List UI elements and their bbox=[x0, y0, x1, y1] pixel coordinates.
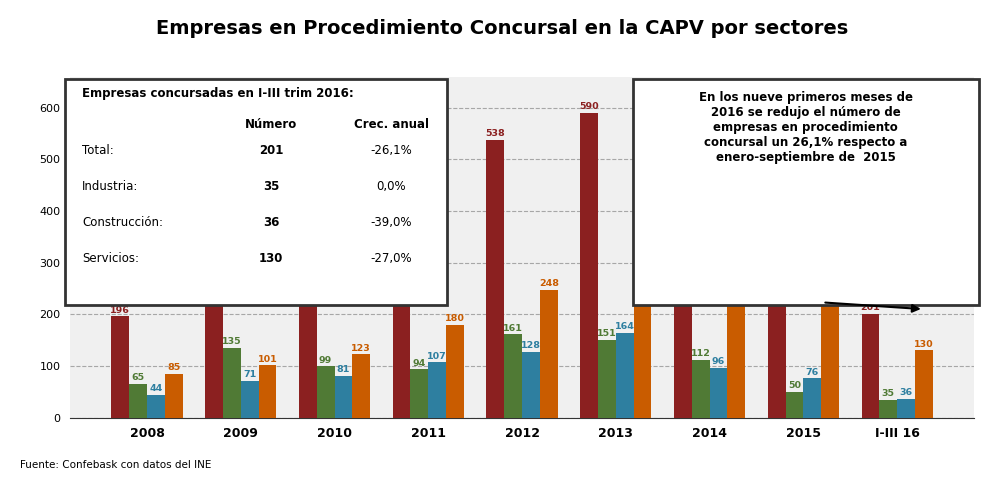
Bar bbox=[540, 289, 557, 418]
Bar bbox=[633, 276, 651, 418]
Text: Total:: Total: bbox=[82, 144, 114, 157]
Text: 309: 309 bbox=[204, 248, 224, 256]
Bar bbox=[504, 335, 522, 418]
Text: Servicios:: Servicios: bbox=[82, 252, 139, 265]
Text: 130: 130 bbox=[259, 252, 283, 265]
Text: 130: 130 bbox=[913, 340, 933, 349]
Text: 135: 135 bbox=[222, 337, 242, 347]
Text: 201: 201 bbox=[860, 303, 880, 312]
Text: 112: 112 bbox=[690, 349, 710, 358]
Bar bbox=[486, 140, 504, 418]
Text: 538: 538 bbox=[485, 129, 505, 138]
Text: 101: 101 bbox=[258, 355, 277, 364]
Bar bbox=[259, 365, 276, 418]
Text: Empresas concursadas en I-III trim 2016:: Empresas concursadas en I-III trim 2016: bbox=[82, 87, 354, 100]
Bar bbox=[914, 350, 932, 418]
Text: 463: 463 bbox=[672, 168, 692, 177]
Text: Crec. anual: Crec. anual bbox=[354, 118, 428, 131]
Text: 196: 196 bbox=[110, 306, 130, 315]
Text: 305: 305 bbox=[298, 250, 317, 259]
Text: 107: 107 bbox=[427, 352, 446, 361]
Text: Empresas en Procedimiento Concursal en la CAPV por sectores: Empresas en Procedimiento Concursal en l… bbox=[155, 19, 848, 38]
Bar bbox=[727, 287, 744, 418]
Text: 275: 275 bbox=[632, 265, 652, 274]
Bar bbox=[316, 367, 334, 418]
Text: 35: 35 bbox=[881, 389, 894, 398]
Text: Industria:: Industria: bbox=[82, 180, 138, 193]
Text: 151: 151 bbox=[597, 329, 616, 338]
Text: 71: 71 bbox=[243, 371, 256, 379]
Bar bbox=[691, 360, 709, 418]
Text: 218: 218 bbox=[819, 295, 840, 303]
Bar bbox=[111, 316, 129, 418]
Text: -26,1%: -26,1% bbox=[370, 144, 412, 157]
Bar bbox=[299, 260, 316, 418]
Bar bbox=[897, 399, 914, 418]
Bar bbox=[598, 340, 615, 418]
Bar bbox=[580, 113, 598, 418]
Bar bbox=[146, 395, 164, 418]
Text: 94: 94 bbox=[412, 359, 425, 368]
Bar bbox=[861, 314, 879, 418]
Text: 180: 180 bbox=[444, 314, 464, 323]
Text: 128: 128 bbox=[521, 341, 541, 350]
Bar bbox=[205, 258, 223, 418]
Bar bbox=[673, 179, 691, 418]
Text: 253: 253 bbox=[726, 276, 745, 286]
Bar bbox=[129, 384, 146, 418]
Bar bbox=[428, 362, 445, 418]
Text: Construcción:: Construcción: bbox=[82, 216, 163, 229]
Text: 36: 36 bbox=[263, 216, 279, 229]
Text: Fuente: Confebask con datos del INE: Fuente: Confebask con datos del INE bbox=[20, 460, 212, 470]
Bar bbox=[615, 333, 633, 418]
Text: 99: 99 bbox=[319, 356, 332, 365]
Bar bbox=[767, 240, 784, 418]
Text: 96: 96 bbox=[711, 358, 724, 367]
Bar bbox=[784, 392, 802, 418]
Text: -39,0%: -39,0% bbox=[370, 216, 412, 229]
Text: 76: 76 bbox=[804, 368, 818, 377]
Text: 0,0%: 0,0% bbox=[376, 180, 406, 193]
Text: 381: 381 bbox=[391, 210, 411, 219]
Text: 590: 590 bbox=[579, 102, 599, 111]
Text: En los nueve primeros meses de
2016 se redujo el número de
empresas en procedimi: En los nueve primeros meses de 2016 se r… bbox=[698, 91, 912, 164]
Bar bbox=[802, 378, 820, 418]
Bar bbox=[709, 368, 727, 418]
Text: Número: Número bbox=[245, 118, 297, 131]
Text: -27,0%: -27,0% bbox=[370, 252, 412, 265]
Bar bbox=[820, 305, 839, 418]
Text: 201: 201 bbox=[259, 144, 283, 157]
Bar bbox=[164, 374, 183, 418]
Bar bbox=[334, 376, 352, 418]
Bar bbox=[879, 399, 897, 418]
Text: 161: 161 bbox=[503, 324, 523, 333]
Bar bbox=[223, 348, 241, 418]
Bar bbox=[392, 221, 410, 418]
Bar bbox=[522, 351, 540, 418]
Text: 35: 35 bbox=[263, 180, 279, 193]
Text: 44: 44 bbox=[149, 384, 162, 393]
Text: 36: 36 bbox=[899, 388, 912, 397]
Text: 50: 50 bbox=[787, 381, 800, 390]
Bar bbox=[410, 369, 428, 418]
Bar bbox=[241, 381, 259, 418]
Text: 248: 248 bbox=[539, 279, 559, 288]
Text: 65: 65 bbox=[131, 373, 144, 383]
Text: 81: 81 bbox=[336, 365, 350, 374]
Text: 85: 85 bbox=[166, 363, 181, 372]
Text: 123: 123 bbox=[351, 344, 371, 352]
Bar bbox=[352, 354, 370, 418]
Text: 164: 164 bbox=[614, 323, 634, 331]
Bar bbox=[445, 324, 463, 418]
Text: 344: 344 bbox=[766, 229, 785, 239]
